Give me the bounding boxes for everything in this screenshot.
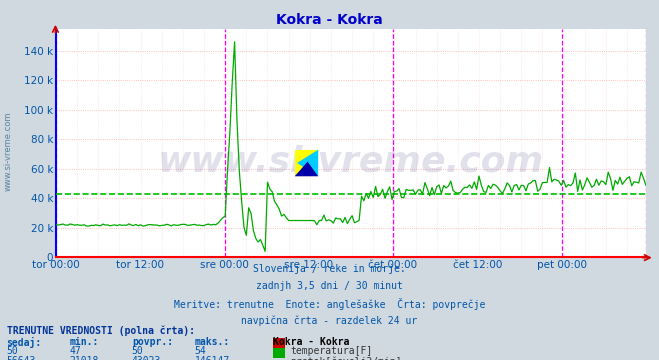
- Text: 43023: 43023: [132, 356, 161, 360]
- Bar: [295, 150, 318, 176]
- Text: Slovenija / reke in morje.: Slovenija / reke in morje.: [253, 264, 406, 274]
- Text: Kokra - Kokra: Kokra - Kokra: [276, 13, 383, 27]
- Text: 56643: 56643: [7, 356, 36, 360]
- Text: pretok[čevelj3/min]: pretok[čevelj3/min]: [290, 356, 401, 360]
- Text: 50: 50: [132, 346, 144, 356]
- Text: zadnjh 3,5 dni / 30 minut: zadnjh 3,5 dni / 30 minut: [256, 281, 403, 291]
- Text: maks.:: maks.:: [194, 337, 229, 347]
- Text: TRENUTNE VREDNOSTI (polna črta):: TRENUTNE VREDNOSTI (polna črta):: [7, 326, 194, 336]
- Text: povpr.:: povpr.:: [132, 337, 173, 347]
- Polygon shape: [297, 150, 318, 176]
- Text: 54: 54: [194, 346, 206, 356]
- Text: www.si-vreme.com: www.si-vreme.com: [158, 144, 544, 179]
- Text: min.:: min.:: [69, 337, 99, 347]
- Text: navpična črta - razdelek 24 ur: navpična črta - razdelek 24 ur: [241, 315, 418, 326]
- Polygon shape: [295, 162, 318, 176]
- Text: 47: 47: [69, 346, 81, 356]
- Text: 146147: 146147: [194, 356, 229, 360]
- Text: Meritve: trenutne  Enote: anglešaške  Črta: povprečje: Meritve: trenutne Enote: anglešaške Črta…: [174, 298, 485, 310]
- Text: temperatura[F]: temperatura[F]: [290, 346, 372, 356]
- Text: sedaj:: sedaj:: [7, 337, 42, 348]
- Text: 21018: 21018: [69, 356, 99, 360]
- Text: www.si-vreme.com: www.si-vreme.com: [4, 112, 13, 191]
- Text: Kokra - Kokra: Kokra - Kokra: [273, 337, 350, 347]
- Text: 50: 50: [7, 346, 18, 356]
